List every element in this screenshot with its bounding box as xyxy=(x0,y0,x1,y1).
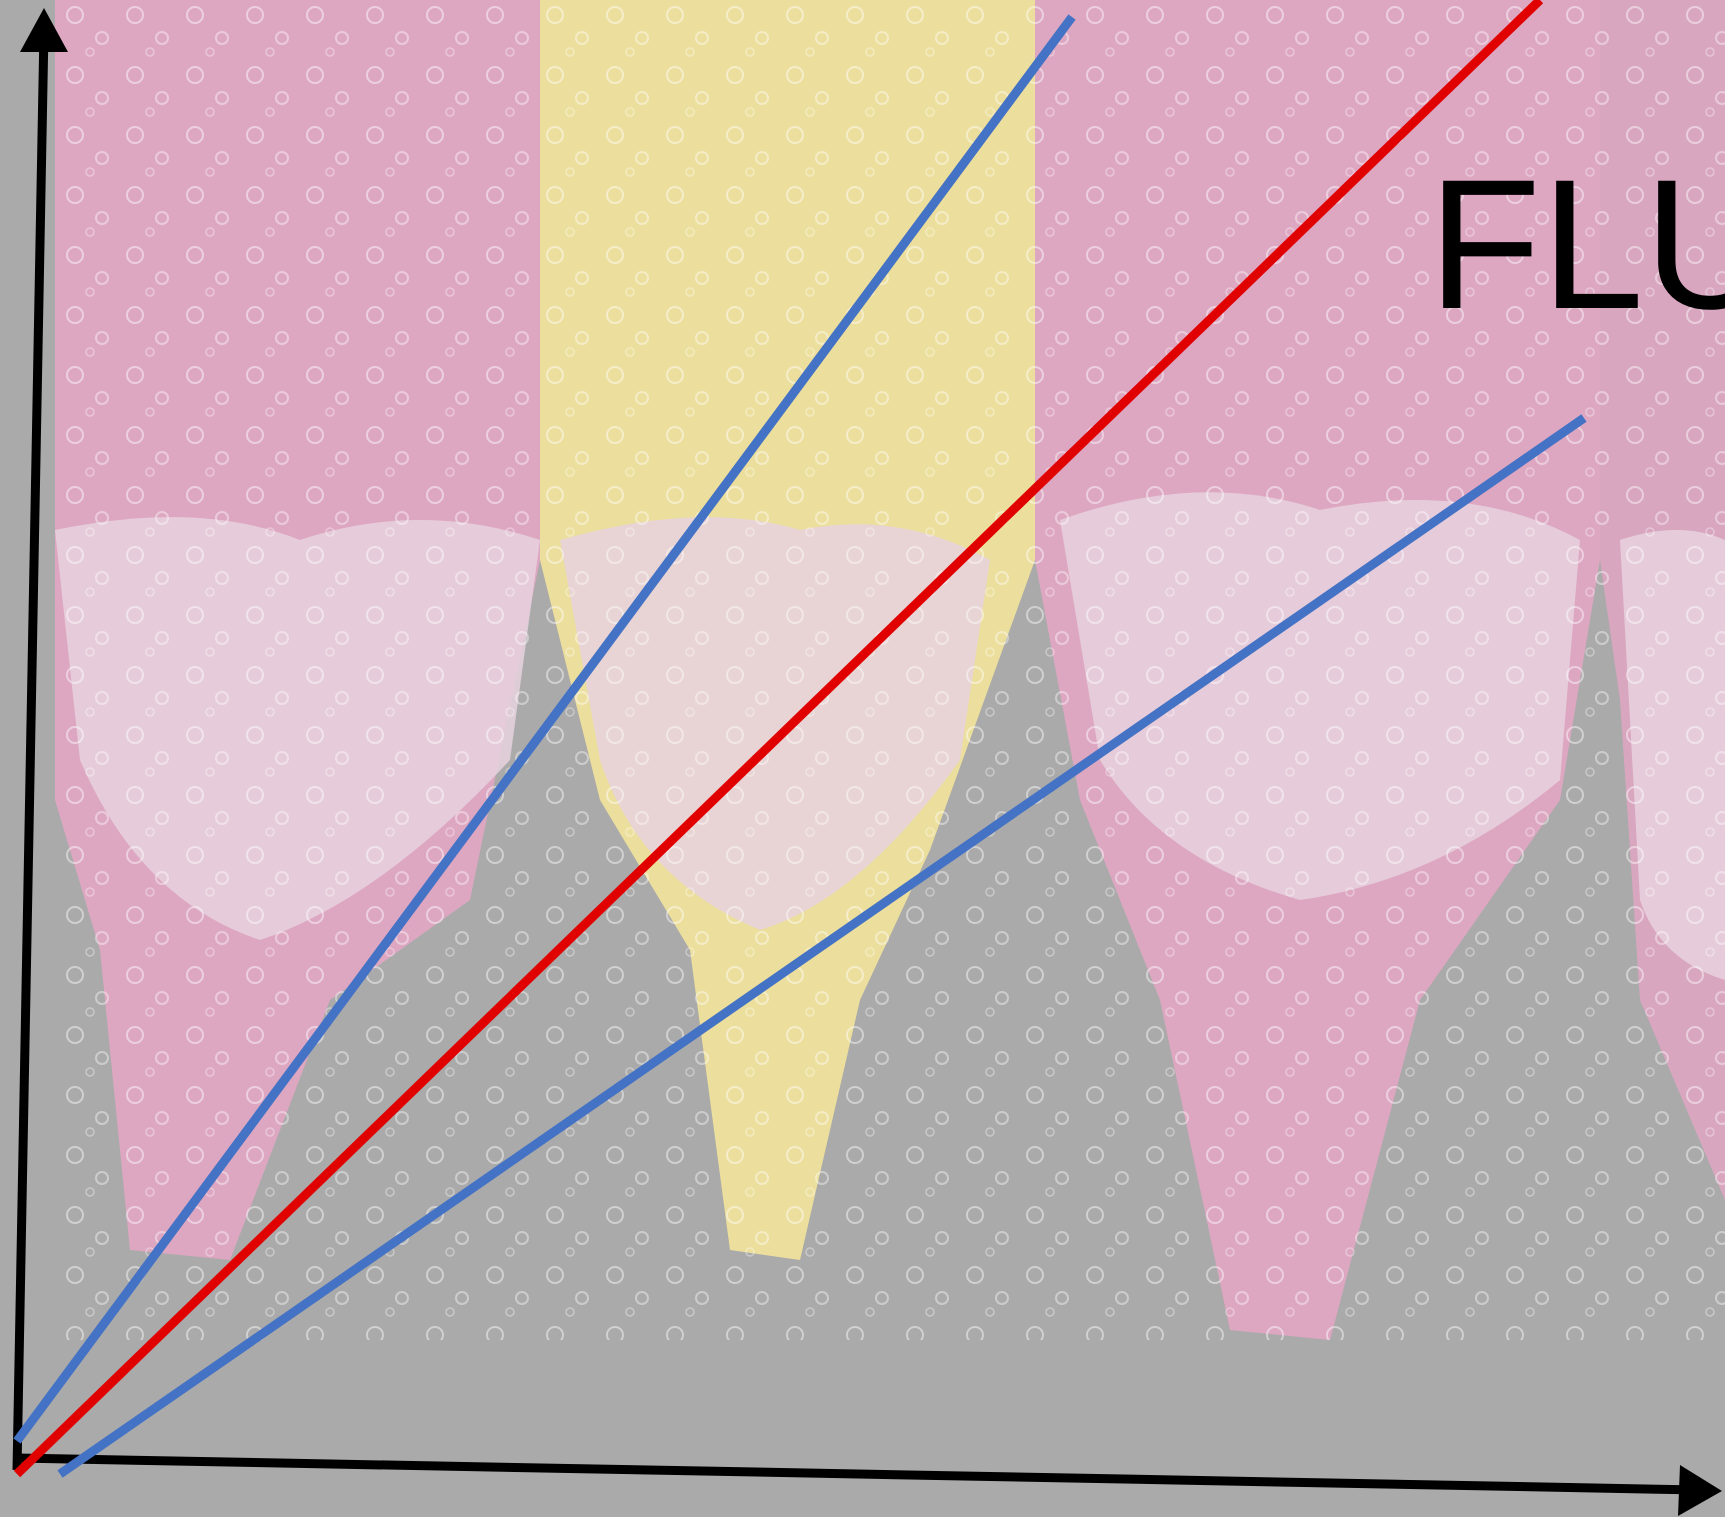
diagram: FLU xyxy=(0,0,1725,1517)
label: FLU xyxy=(1428,142,1725,348)
page: FLU (() => { const data = JSON.parse(doc… xyxy=(0,0,1725,1517)
